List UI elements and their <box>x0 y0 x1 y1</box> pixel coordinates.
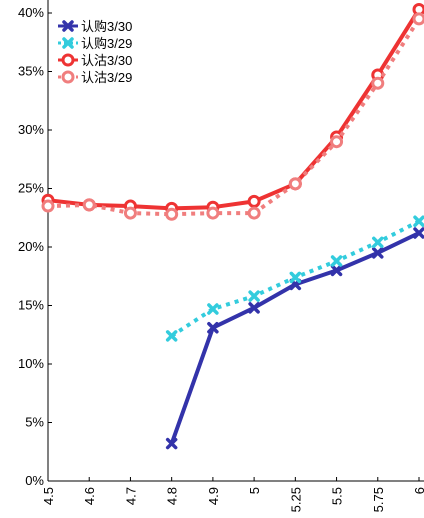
series-3 <box>41 12 424 221</box>
legend-label: 认沽3/29 <box>81 70 132 85</box>
y-tick-label: 15% <box>18 298 44 313</box>
data-point-x-marker <box>372 247 384 259</box>
data-point-circle-marker <box>247 206 261 220</box>
plot-area <box>47 0 424 482</box>
series-layer <box>41 2 424 450</box>
data-point-circle-marker <box>61 53 75 67</box>
data-point-circle-marker <box>123 206 137 220</box>
data-point-circle-marker <box>165 207 179 221</box>
y-tick-label: 10% <box>18 356 44 371</box>
x-tick-label: 4.8 <box>165 487 180 505</box>
data-point-circle-marker <box>206 206 220 220</box>
data-point-x-marker <box>248 290 260 302</box>
data-point-x-marker <box>165 437 178 450</box>
y-tick-label: 30% <box>18 122 44 137</box>
legend-entry: 认沽3/30 <box>58 53 132 68</box>
data-point-circle-marker <box>61 70 75 84</box>
y-axis-ticks: 0% 5% 10% 15% 20% 25% 30% 35% 40% <box>18 5 52 488</box>
data-point-x-marker <box>62 20 74 32</box>
data-point-x-marker <box>330 255 343 267</box>
data-point-x-marker <box>372 236 384 249</box>
legend-entry: 认购3/30 <box>58 19 132 34</box>
y-tick-label: 40% <box>18 5 44 20</box>
data-point-circle-marker <box>247 194 261 208</box>
data-point-circle-marker <box>371 76 385 90</box>
legend-label: 认购3/29 <box>81 36 132 51</box>
legend-entry: 认购3/29 <box>58 36 132 51</box>
x-tick-label: 4.9 <box>206 487 221 505</box>
data-point-x-marker <box>289 271 302 284</box>
data-point-circle-marker <box>82 198 96 212</box>
data-point-x-marker <box>62 37 74 49</box>
series-0 <box>165 227 424 450</box>
data-point-circle-marker <box>412 12 424 26</box>
legend-label: 认购3/30 <box>81 19 132 34</box>
data-point-circle-marker <box>288 177 302 191</box>
y-tick-label: 35% <box>18 64 44 79</box>
y-tick-label: 0% <box>25 473 44 488</box>
series-line <box>47 8 421 211</box>
legend: 认购3/30 认购3/29 认沽3/30 认沽3/29 <box>58 19 132 85</box>
x-tick-label: 6 <box>412 487 424 494</box>
y-tick-label: 25% <box>18 181 44 196</box>
y-tick-label: 20% <box>18 239 44 254</box>
data-point-x-marker <box>330 264 343 277</box>
data-point-x-marker <box>413 215 424 228</box>
data-point-x-marker <box>207 321 219 334</box>
legend-entry: 认沽3/29 <box>58 70 132 85</box>
x-tick-label: 5.5 <box>330 487 345 505</box>
data-point-x-marker <box>413 227 424 239</box>
x-tick-label: 5.75 <box>371 487 386 512</box>
data-point-circle-marker <box>330 135 344 149</box>
series-line <box>47 17 421 217</box>
y-tick-label: 5% <box>25 415 44 430</box>
x-tick-label: 5.25 <box>288 487 303 512</box>
data-point-x-marker <box>207 303 219 315</box>
x-tick-label: 4.5 <box>41 487 56 505</box>
series-line <box>169 231 420 445</box>
data-point-x-marker <box>165 330 178 342</box>
data-point-x-marker <box>248 302 260 314</box>
data-point-circle-marker <box>41 199 55 213</box>
x-tick-label: 5 <box>247 487 262 494</box>
x-tick-label: 4.7 <box>123 487 138 505</box>
series-1 <box>165 215 424 342</box>
legend-label: 认沽3/30 <box>81 53 132 68</box>
x-axis-ticks: 4.5 4.6 4.7 4.8 4.9 5 5.25 5.5 5.75 6 <box>41 477 424 512</box>
x-tick-label: 4.6 <box>82 487 97 505</box>
